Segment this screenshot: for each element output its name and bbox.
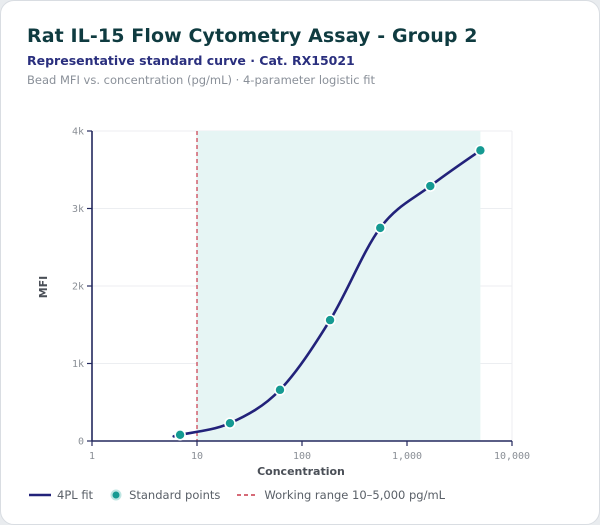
legend-fit-label: 4PL fit (57, 488, 94, 502)
standard-point (474, 144, 487, 157)
x-tick-label: 10,000 (494, 451, 530, 462)
y-tick-label: 3k (72, 204, 84, 215)
y-tick-label: 4k (72, 127, 84, 138)
legend-point-swatch (110, 489, 122, 501)
curve-layer (172, 149, 482, 438)
y-tick-label: 1k (72, 359, 84, 370)
standard-point (274, 384, 286, 396)
chart-legend: 4PL fit Standard points Working range 10… (29, 488, 461, 502)
legend-item-fit: 4PL fit (29, 488, 93, 502)
legend-item-points: Standard points (109, 488, 220, 502)
standard-point (374, 222, 387, 234)
legend-item-range: Working range 10–5,000 pg/mL (236, 488, 445, 502)
legend-range-swatch (237, 494, 258, 496)
x-tick-label: 1,000 (392, 451, 422, 462)
points-layer (174, 144, 487, 441)
standard-point (324, 314, 336, 326)
axes-layer (87, 130, 513, 446)
legend-range-label: Working range 10–5,000 pg/mL (264, 488, 446, 502)
x-tick-label: 10 (191, 451, 203, 462)
y-tick-label: 2k (72, 282, 84, 293)
y-axis-label: MFI (37, 276, 50, 299)
x-tick-label: 1 (89, 451, 95, 462)
standard-point (224, 417, 236, 429)
chart-subtitle: Representative standard curve · Cat. RX1… (27, 53, 355, 68)
y-tick-label: 0 (78, 437, 84, 448)
chart-caption: Bead MFI vs. concentration (pg/mL) · 4-p… (27, 73, 375, 87)
working-range-band (197, 131, 481, 441)
x-tick-label: 100 (293, 451, 311, 462)
fit-curve-line (172, 149, 482, 438)
working-range-layer (196, 131, 481, 441)
standard-point (424, 180, 437, 192)
legend-line-swatch (29, 493, 51, 497)
standard-point (174, 428, 186, 441)
legend-points-label: Standard points (129, 488, 221, 502)
tick-labels-layer: 0 1k 2k 3k 4k 1 10 100 1,000 10,000 (72, 127, 530, 463)
x-axis-label: Concentration (257, 465, 345, 478)
chart-title: Rat IL-15 Flow Cytometry Assay - Group 2 (27, 25, 478, 47)
